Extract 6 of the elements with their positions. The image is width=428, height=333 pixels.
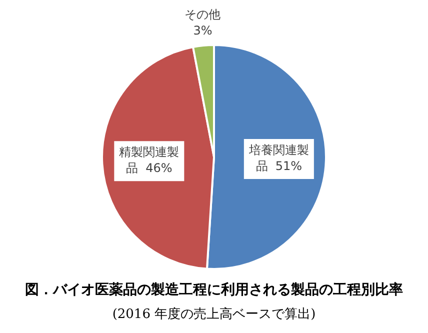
data-label: 3%	[193, 24, 212, 38]
text: (2016 年度の売上高ベースで算出)	[111, 306, 317, 323]
slice-label: その他	[184, 8, 221, 22]
text: 図．バイオ医薬品の製造工程に利用される製品の工程別比率	[24, 281, 404, 299]
slice-label: 精製関連製品 46%	[119, 145, 180, 176]
slice-label: 培養関連製品 51%	[248, 143, 309, 174]
